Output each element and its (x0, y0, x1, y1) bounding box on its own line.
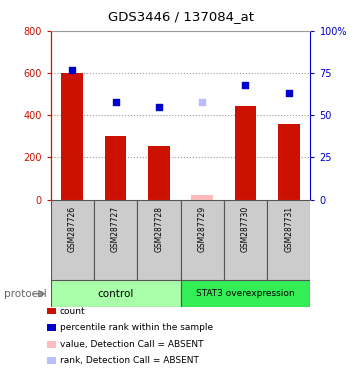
Bar (180, 280, 310, 307)
Point (286, 90, 292, 96)
Bar (191, 195, 213, 200)
Text: rank, Detection Call = ABSENT: rank, Detection Call = ABSENT (60, 356, 199, 365)
Bar (51, 280, 180, 307)
Bar (224, 200, 267, 280)
Text: GSM287730: GSM287730 (241, 206, 250, 252)
Text: protocol: protocol (4, 289, 46, 299)
Text: value, Detection Call = ABSENT: value, Detection Call = ABSENT (60, 339, 203, 349)
Bar (105, 136, 126, 200)
Bar (61, 73, 83, 200)
Bar (235, 106, 256, 200)
Text: GSM287731: GSM287731 (284, 206, 293, 252)
Bar (148, 146, 170, 200)
Text: GSM287729: GSM287729 (198, 206, 206, 252)
Text: count: count (60, 306, 85, 316)
Point (156, 104, 162, 110)
Bar (191, 195, 213, 200)
Text: control: control (97, 289, 134, 299)
Text: GSM287728: GSM287728 (155, 206, 163, 252)
Point (243, 82, 248, 88)
Point (199, 99, 205, 105)
Text: STAT3 overexpression: STAT3 overexpression (196, 289, 295, 298)
Point (69, 66, 75, 73)
Text: GSM287726: GSM287726 (68, 206, 77, 252)
Text: GSM287727: GSM287727 (111, 206, 120, 252)
Point (113, 99, 118, 105)
Bar (278, 124, 300, 200)
Bar (267, 200, 310, 280)
Bar (180, 200, 224, 280)
Bar (51, 200, 94, 280)
Bar (137, 200, 180, 280)
Text: GDS3446 / 137084_at: GDS3446 / 137084_at (108, 10, 253, 23)
Text: percentile rank within the sample: percentile rank within the sample (60, 323, 213, 332)
Bar (94, 200, 137, 280)
